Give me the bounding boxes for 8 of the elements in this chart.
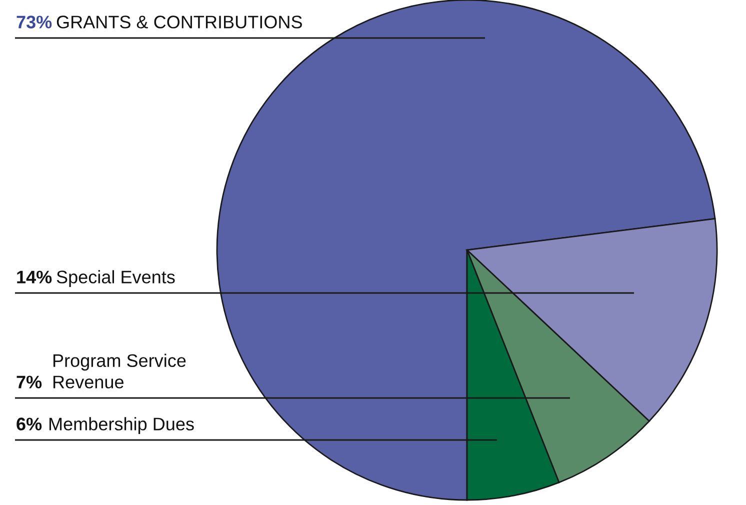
data-label: 7% bbox=[16, 376, 42, 388]
data-label: 73% bbox=[16, 16, 52, 28]
data-label: 14% bbox=[17, 270, 52, 284]
data-label: 6% bbox=[16, 418, 42, 430]
slice-label: Membership Dues bbox=[49, 417, 194, 434]
slice-label: GRANTS & CONTRIBUTIONS bbox=[56, 16, 302, 28]
slice-label: Special Events bbox=[56, 270, 175, 287]
slice-label: Program Service Revenue bbox=[53, 354, 186, 388]
